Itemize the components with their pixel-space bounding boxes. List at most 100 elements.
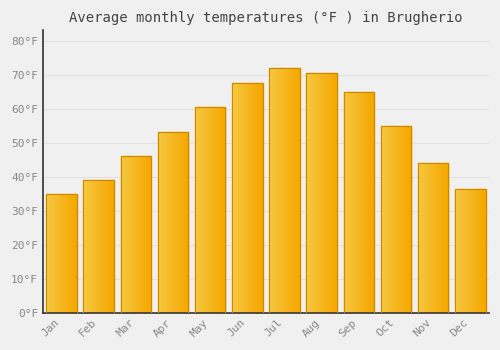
Bar	[141, 156, 142, 313]
Bar	[344, 92, 345, 313]
Bar	[392, 126, 393, 313]
Bar	[296, 68, 298, 313]
Bar	[321, 73, 322, 313]
Bar	[456, 189, 458, 313]
Bar	[232, 83, 233, 313]
Bar	[422, 163, 424, 313]
Bar	[54, 194, 56, 313]
Bar	[290, 68, 292, 313]
Bar	[324, 73, 325, 313]
Bar	[362, 92, 364, 313]
Bar	[176, 132, 177, 313]
Bar	[170, 132, 172, 313]
Bar	[195, 107, 196, 313]
Bar	[346, 92, 348, 313]
Bar	[344, 92, 374, 313]
Bar	[46, 194, 77, 313]
Bar	[428, 163, 430, 313]
Bar	[331, 73, 332, 313]
Bar	[63, 194, 64, 313]
Bar	[336, 73, 337, 313]
Bar	[396, 126, 397, 313]
Bar	[106, 180, 107, 313]
Bar	[462, 189, 464, 313]
Bar	[366, 92, 367, 313]
Bar	[168, 132, 170, 313]
Bar	[299, 68, 300, 313]
Bar	[312, 73, 314, 313]
Bar	[418, 163, 420, 313]
Bar	[113, 180, 114, 313]
Bar	[73, 194, 74, 313]
Bar	[480, 189, 481, 313]
Bar	[223, 107, 224, 313]
Bar	[197, 107, 198, 313]
Bar	[276, 68, 277, 313]
Bar	[105, 180, 106, 313]
Bar	[352, 92, 353, 313]
Bar	[372, 92, 374, 313]
Bar	[243, 83, 244, 313]
Bar	[53, 194, 54, 313]
Bar	[382, 126, 383, 313]
Bar	[164, 132, 166, 313]
Bar	[345, 92, 346, 313]
Bar	[288, 68, 289, 313]
Bar	[294, 68, 295, 313]
Bar	[68, 194, 69, 313]
Bar	[92, 180, 94, 313]
Bar	[308, 73, 310, 313]
Bar	[464, 189, 465, 313]
Bar	[475, 189, 476, 313]
Bar	[104, 180, 105, 313]
Bar	[360, 92, 361, 313]
Bar	[61, 194, 62, 313]
Bar	[458, 189, 459, 313]
Bar	[136, 156, 138, 313]
Bar	[244, 83, 245, 313]
Bar	[432, 163, 433, 313]
Bar	[64, 194, 66, 313]
Bar	[200, 107, 201, 313]
Bar	[128, 156, 129, 313]
Bar	[370, 92, 371, 313]
Bar	[220, 107, 221, 313]
Bar	[441, 163, 442, 313]
Bar	[330, 73, 331, 313]
Bar	[134, 156, 135, 313]
Bar	[384, 126, 386, 313]
Bar	[124, 156, 125, 313]
Bar	[100, 180, 101, 313]
Bar	[52, 194, 53, 313]
Bar	[328, 73, 330, 313]
Bar	[120, 156, 151, 313]
Bar	[210, 107, 211, 313]
Bar	[371, 92, 372, 313]
Bar	[440, 163, 441, 313]
Bar	[251, 83, 252, 313]
Bar	[101, 180, 102, 313]
Bar	[216, 107, 217, 313]
Bar	[182, 132, 183, 313]
Bar	[298, 68, 299, 313]
Bar	[280, 68, 281, 313]
Bar	[235, 83, 236, 313]
Bar	[459, 189, 460, 313]
Bar	[282, 68, 283, 313]
Bar	[195, 107, 226, 313]
Bar	[355, 92, 356, 313]
Bar	[367, 92, 368, 313]
Bar	[410, 126, 412, 313]
Bar	[84, 180, 85, 313]
Bar	[234, 83, 235, 313]
Bar	[94, 180, 95, 313]
Bar	[350, 92, 351, 313]
Bar	[484, 189, 485, 313]
Bar	[485, 189, 486, 313]
Bar	[179, 132, 180, 313]
Bar	[447, 163, 448, 313]
Bar	[215, 107, 216, 313]
Bar	[295, 68, 296, 313]
Bar	[256, 83, 258, 313]
Bar	[390, 126, 392, 313]
